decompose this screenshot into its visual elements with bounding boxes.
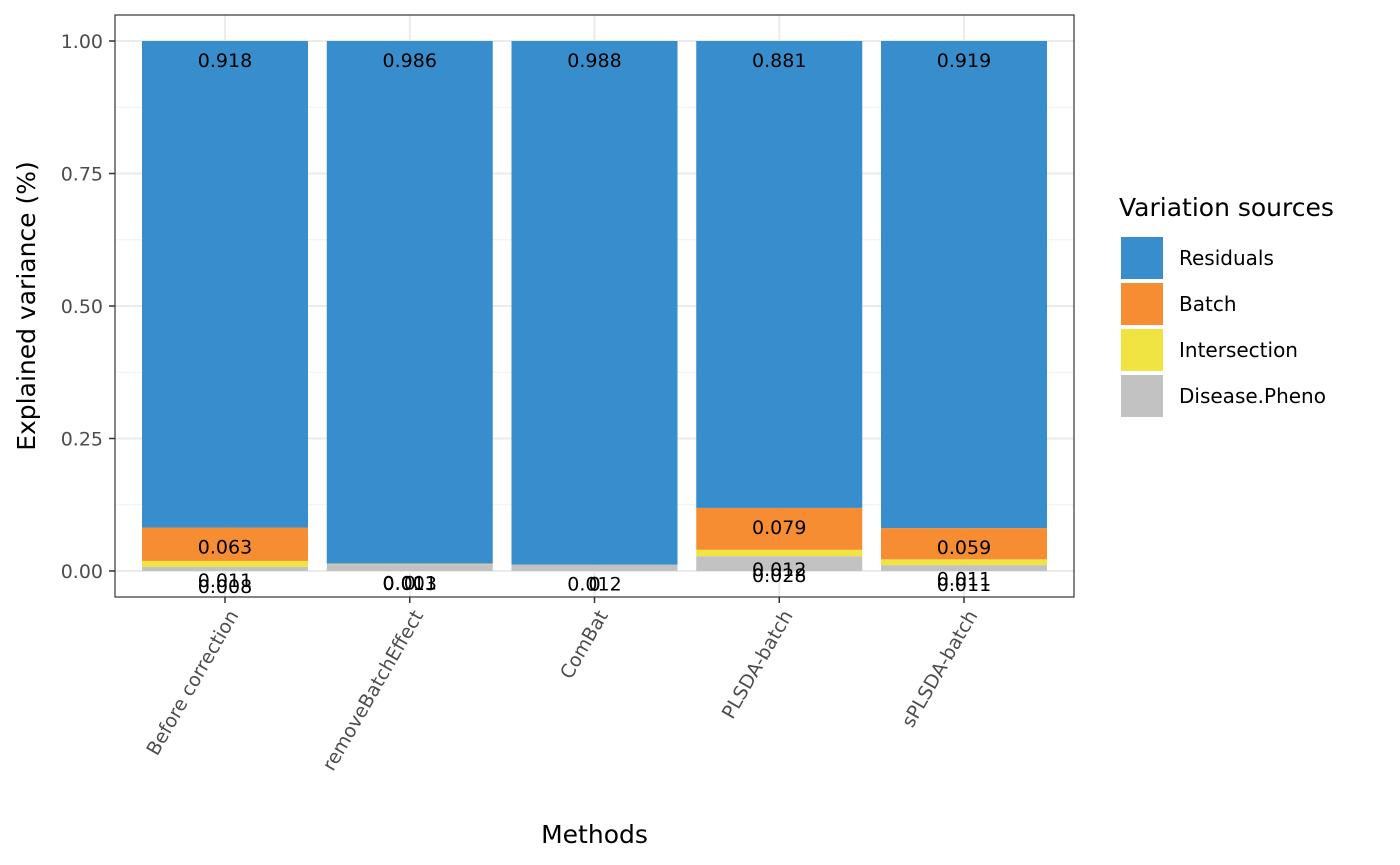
data-label: 0 xyxy=(404,573,416,595)
bar-segment xyxy=(881,565,1047,571)
bar-segment xyxy=(696,41,863,508)
bar-segment xyxy=(142,527,308,561)
y-axis-title: Explained variance (%) xyxy=(12,161,41,451)
bar-segment xyxy=(696,549,863,557)
bars xyxy=(142,41,1047,571)
data-label: 0 xyxy=(588,574,600,596)
data-label: 0.986 xyxy=(383,50,437,72)
data-label: 0.059 xyxy=(937,537,991,559)
bar-segment xyxy=(881,528,1047,560)
y-tick-label: 0.25 xyxy=(61,429,103,451)
bar-segment xyxy=(142,41,308,528)
legend-key xyxy=(1121,329,1163,371)
legend-label: Disease.Pheno xyxy=(1179,384,1326,408)
data-label: 0.918 xyxy=(198,50,252,72)
legend-key xyxy=(1121,237,1163,279)
y-tick-label: 0.50 xyxy=(61,296,103,318)
y-tick-label: 0.75 xyxy=(61,164,103,186)
data-label: 0.063 xyxy=(198,537,252,559)
legend-label: Residuals xyxy=(1179,246,1274,270)
bar-segment xyxy=(881,559,1047,566)
y-tick-label: 1.00 xyxy=(61,31,103,53)
legend-key xyxy=(1121,283,1163,325)
data-label: 0.028 xyxy=(752,565,806,587)
data-label: 0.919 xyxy=(937,50,991,72)
data-label: 0.012 xyxy=(567,574,621,596)
legend-title: Variation sources xyxy=(1119,193,1334,222)
data-label: 0.001 xyxy=(383,573,437,595)
data-label: 0 xyxy=(588,574,600,596)
data-label: 0.011 xyxy=(937,574,991,596)
data-label: 0.011 xyxy=(198,570,252,592)
data-label: 0.012 xyxy=(752,559,806,581)
bar-segment xyxy=(511,41,678,565)
bar-segment xyxy=(511,564,678,571)
x-axis-title: Methods xyxy=(541,820,648,849)
bar-segment xyxy=(696,556,863,571)
bar-segment xyxy=(326,41,493,564)
bar-segment xyxy=(142,560,308,567)
bar-segment xyxy=(326,564,493,571)
bar-segment xyxy=(696,507,863,550)
data-label: 0.011 xyxy=(937,568,991,590)
bar-segment xyxy=(881,41,1047,529)
bar-segment xyxy=(326,563,493,565)
data-label: 0.988 xyxy=(567,50,621,72)
data-label: 0.008 xyxy=(198,576,252,598)
bar-segment xyxy=(142,566,308,571)
legend-label: Intersection xyxy=(1179,338,1298,362)
legend-label: Batch xyxy=(1179,292,1237,316)
y-tick-label: 0.00 xyxy=(61,561,103,583)
legend-key xyxy=(1121,375,1163,417)
data-label: 0.013 xyxy=(383,573,437,595)
data-label: 0.079 xyxy=(752,517,806,539)
data-label: 0.881 xyxy=(752,50,806,72)
legend: Variation sources Residuals Batch Intersec… xyxy=(1119,193,1334,417)
